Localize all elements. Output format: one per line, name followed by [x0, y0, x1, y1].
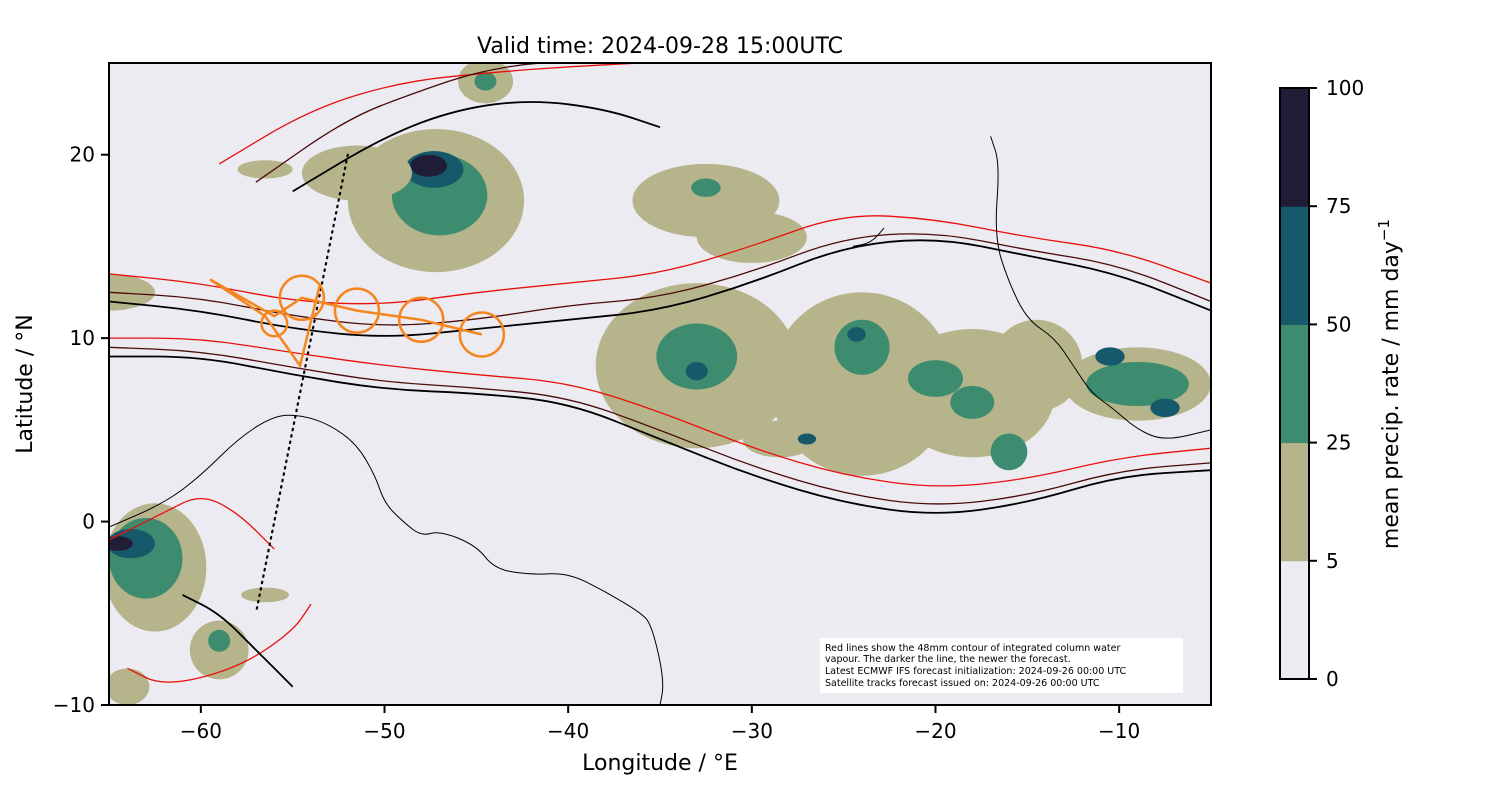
annotation-line: Red lines show the 48mm contour of integ… — [825, 643, 1120, 654]
precip-region-level-3 — [847, 327, 866, 342]
x-axis-ticks: −60 −50 −40 −30 −20 −10 — [180, 705, 1140, 743]
x-tick-label: −40 — [547, 719, 589, 743]
y-axis-label: Latitude / °N — [13, 314, 38, 453]
y-tick-label: 0 — [82, 510, 95, 534]
precip-region-level-1 — [109, 273, 155, 311]
colorbar-tick-label: 100 — [1326, 76, 1364, 100]
iwv-contour-oldest — [127, 603, 312, 683]
precip-region-level-2 — [474, 72, 497, 91]
colorbar-tick-label: 5 — [1326, 549, 1339, 573]
precip-region-level-3 — [1095, 347, 1125, 366]
coastline-cape-verde — [852, 227, 885, 247]
precip-region-level-1 — [237, 160, 293, 179]
satellite-track-marker — [260, 309, 289, 338]
precip-region-level-1 — [742, 420, 817, 458]
y-tick-label: 10 — [70, 326, 95, 350]
satellite-track-marker — [278, 274, 326, 322]
precip-region-level-2 — [990, 433, 1028, 471]
precip-region-level-1 — [241, 587, 289, 603]
annotation-box: Red lines show the 48mm contour of integ… — [820, 638, 1183, 693]
iwv-contour-older — [109, 346, 1211, 505]
precip-region-level-1 — [301, 145, 413, 201]
precip-region-level-3 — [685, 361, 708, 381]
iwv-contour-newest — [109, 239, 1211, 337]
colorbar-frame — [1279, 87, 1310, 680]
precip-region-level-2 — [1086, 361, 1189, 407]
colorbar-segment — [1280, 206, 1309, 325]
precip-region-level-1 — [696, 211, 807, 263]
x-tick-label: −50 — [363, 719, 405, 743]
coastline-south-america — [109, 414, 664, 705]
coastline-layer — [109, 136, 1211, 705]
satellite-track-marker — [458, 311, 506, 358]
annotation-line: Latest ECMWF IFS forecast initialization… — [825, 666, 1126, 677]
precip-region-level-4 — [410, 154, 447, 177]
precip-region-level-2 — [691, 178, 721, 197]
map-title: Valid time: 2024-09-28 15:00UTC — [477, 34, 843, 59]
satellite-track-marker — [397, 296, 445, 344]
iwv-contour-newest — [109, 355, 1211, 514]
colorbar-tick-label: 25 — [1326, 431, 1351, 455]
annotation-line: Satellite tracks forecast issued on: 202… — [825, 678, 1100, 689]
satellite-track-flyout — [209, 278, 322, 369]
x-tick-label: −10 — [1098, 719, 1140, 743]
colorbar-segment — [1280, 442, 1309, 562]
y-tick-label: −10 — [53, 693, 95, 717]
colorbar-segment — [1280, 324, 1309, 444]
iwv-contour-oldest — [109, 498, 275, 550]
x-tick-label: −20 — [914, 719, 956, 743]
precip-region-level-2 — [950, 385, 995, 419]
precip-region-level-3 — [1150, 398, 1180, 418]
iwv-contour-newest — [292, 101, 661, 193]
y-tick-label: 20 — [70, 143, 95, 167]
colorbar-segment — [1280, 560, 1309, 680]
satellite-track-marker — [333, 287, 381, 334]
x-tick-label: −60 — [180, 719, 222, 743]
y-axis-ticks: −10 0 10 20 — [53, 143, 109, 717]
iwv-contour-oldest — [218, 63, 642, 165]
iwv-contour-newest — [182, 594, 294, 688]
coastline-west-africa — [990, 136, 1211, 439]
precip-region-level-2 — [208, 629, 231, 652]
x-tick-label: −30 — [731, 719, 773, 743]
precip-region-level-3 — [797, 433, 817, 445]
iwv-contour-oldest — [109, 337, 1211, 487]
colorbar: 0 5 25 50 75 100 — [1279, 76, 1364, 691]
colorbar-tick-label: 50 — [1326, 312, 1351, 336]
colorbar-tick-label: 75 — [1326, 194, 1351, 218]
precip-region-level-2 — [834, 319, 890, 375]
x-axis-label: Longitude / °E — [582, 751, 738, 776]
precip-region-level-1 — [109, 668, 150, 705]
colorbar-label-text: mean precip. rate / mm day — [1379, 241, 1404, 549]
precip-region-level-1 — [990, 319, 1083, 412]
map-frame — [108, 62, 1212, 706]
annotation-background — [820, 638, 1183, 693]
satellite-track-layer — [209, 153, 506, 615]
iwv-contour-older — [109, 233, 1211, 326]
colorbar-label: mean precip. rate / mm day−1 — [1375, 219, 1404, 549]
colorbar-tick-label: 0 — [1326, 667, 1339, 691]
iwv-contour-older — [255, 63, 569, 183]
precip-region-level-2 — [109, 517, 183, 599]
precip-region-level-4 — [109, 536, 133, 551]
satellite-track-forecast — [209, 278, 483, 336]
colorbar-label-superscript: −1 — [1375, 219, 1393, 241]
precip-region-level-2 — [907, 360, 964, 397]
precip-region-level-2 — [656, 323, 738, 390]
annotation-line: vapour. The darker the line, the newer t… — [825, 654, 1071, 665]
colorbar-segment — [1280, 88, 1309, 207]
